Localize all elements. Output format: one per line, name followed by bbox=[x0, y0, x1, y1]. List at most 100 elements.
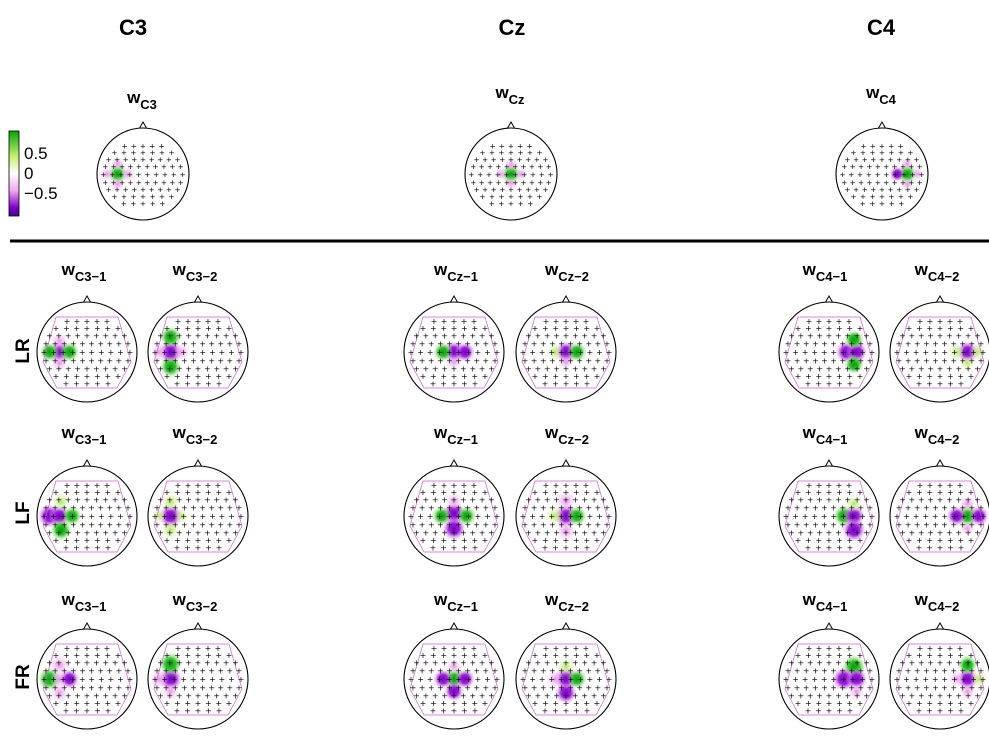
electrode-marker: + bbox=[451, 496, 458, 505]
electrode-marker: + bbox=[846, 317, 853, 326]
electrode-marker: + bbox=[84, 372, 91, 381]
electrode-marker: + bbox=[969, 667, 976, 676]
electrode-marker: + bbox=[215, 317, 222, 326]
electrode-marker: + bbox=[794, 667, 801, 676]
electrode-marker: + bbox=[821, 684, 828, 693]
electrode-marker: + bbox=[826, 481, 833, 490]
electrode-marker: + bbox=[483, 684, 490, 693]
electrode-marker: + bbox=[479, 332, 486, 341]
electrode-marker: + bbox=[489, 192, 495, 201]
electrode-marker: + bbox=[859, 512, 866, 521]
electrode-marker: + bbox=[73, 651, 80, 660]
electrode-marker: + bbox=[74, 659, 81, 668]
electrode-marker: + bbox=[419, 357, 426, 366]
electrode-marker: + bbox=[937, 692, 944, 701]
electrode-marker: + bbox=[112, 659, 119, 668]
nose-marker bbox=[138, 120, 148, 130]
electrode-marker: + bbox=[798, 659, 805, 668]
electrode-marker: + bbox=[437, 504, 444, 513]
electrode-marker: + bbox=[451, 481, 458, 490]
scalp-topomap: + + + + ++ + + + + + ++ + + + + + + + ++ + + + + + + + + ++ + + + + + + + +… bbox=[147, 294, 249, 403]
contour-line bbox=[409, 480, 499, 553]
electrode-marker: + bbox=[475, 348, 482, 357]
electrode-marker: + bbox=[917, 481, 924, 490]
electrode-marker: + bbox=[484, 348, 491, 357]
electrode-marker: + bbox=[937, 372, 944, 381]
electrode-marker: + bbox=[428, 521, 435, 530]
electrode-marker: + bbox=[479, 365, 486, 374]
electrode-marker: + bbox=[830, 684, 837, 693]
electrode-marker: + bbox=[440, 536, 447, 545]
electrode-marker: + bbox=[472, 707, 479, 716]
electrode-marker: + bbox=[816, 496, 823, 505]
electrode-marker: + bbox=[854, 496, 861, 505]
electrode-marker: + bbox=[479, 178, 485, 187]
electrode-marker: + bbox=[232, 496, 239, 505]
colorbar-tick-zero: 0 bbox=[24, 164, 33, 183]
electrode-marker: + bbox=[441, 644, 448, 653]
electrode-marker: + bbox=[199, 348, 206, 357]
electrode-marker: + bbox=[573, 536, 580, 545]
electrode-marker: + bbox=[46, 692, 53, 701]
electrode-marker: + bbox=[585, 357, 592, 366]
electrode-marker: + bbox=[167, 332, 174, 341]
electrode-marker: + bbox=[410, 667, 417, 676]
electrode-marker: + bbox=[542, 699, 549, 708]
electrode-marker: + bbox=[957, 536, 964, 545]
electrode-marker: + bbox=[116, 340, 123, 349]
electrode-marker: + bbox=[525, 155, 531, 164]
electrode-marker: + bbox=[223, 692, 230, 701]
electrode-marker: + bbox=[846, 488, 853, 497]
electrode-marker: + bbox=[850, 162, 856, 171]
electrode-marker: + bbox=[199, 675, 206, 684]
electrode-marker: + bbox=[525, 365, 532, 374]
electrode-marker: + bbox=[130, 192, 136, 201]
electrode-marker: + bbox=[482, 536, 489, 545]
electrode-marker: + bbox=[190, 504, 197, 513]
electrode-marker: + bbox=[121, 659, 128, 668]
electrode-marker: + bbox=[56, 365, 63, 374]
scalp-topomap: + + + + ++ + + + + + ++ + + + + + + + ++ + + + + + + + + ++ + + + + + + + +… bbox=[515, 621, 617, 730]
electrode-marker: + bbox=[491, 185, 497, 194]
electrode-marker: + bbox=[118, 170, 124, 179]
electrode-marker: + bbox=[581, 659, 588, 668]
electrode-marker: + bbox=[127, 162, 133, 171]
electrode-marker: + bbox=[955, 692, 962, 701]
electrode-marker: + bbox=[812, 340, 819, 349]
electrode-marker: + bbox=[215, 536, 222, 545]
electrode-marker: + bbox=[208, 340, 215, 349]
electrode-marker: + bbox=[970, 348, 977, 357]
electrode-marker: + bbox=[123, 185, 129, 194]
electrode-marker: + bbox=[437, 357, 444, 366]
electrode-marker: + bbox=[180, 675, 187, 684]
electrode-marker: + bbox=[63, 707, 70, 716]
electrode-marker: + bbox=[978, 667, 985, 676]
contour-line bbox=[409, 316, 499, 389]
electrode-marker: + bbox=[857, 372, 864, 381]
electrode-marker: + bbox=[479, 659, 486, 668]
electrode-marker: + bbox=[937, 644, 944, 653]
electrode-marker: + bbox=[525, 185, 531, 194]
electrode-marker: + bbox=[553, 481, 560, 490]
electrode-marker: + bbox=[543, 317, 550, 326]
electrode-marker: + bbox=[937, 659, 944, 668]
electrode-marker: + bbox=[544, 692, 551, 701]
electrode-marker: + bbox=[61, 667, 68, 676]
electrode-marker: + bbox=[546, 162, 552, 171]
electrode-marker: + bbox=[209, 675, 216, 684]
electrode-marker: + bbox=[149, 155, 155, 164]
electrode-marker: + bbox=[94, 481, 101, 490]
electrode-marker: + bbox=[419, 684, 426, 693]
electrode-marker: + bbox=[163, 667, 170, 676]
electrode-marker: + bbox=[163, 521, 170, 530]
electrode-marker: + bbox=[172, 667, 179, 676]
electrode-marker: + bbox=[106, 504, 113, 513]
electrode-marker: + bbox=[472, 380, 479, 389]
electrode-marker: + bbox=[857, 651, 864, 660]
electrode-marker: + bbox=[857, 324, 864, 333]
electrode-marker: + bbox=[916, 651, 923, 660]
electrode-marker: + bbox=[508, 155, 514, 164]
electrode-marker: + bbox=[121, 192, 127, 201]
electrode-marker: + bbox=[461, 651, 468, 660]
electrode-marker: + bbox=[941, 504, 948, 513]
